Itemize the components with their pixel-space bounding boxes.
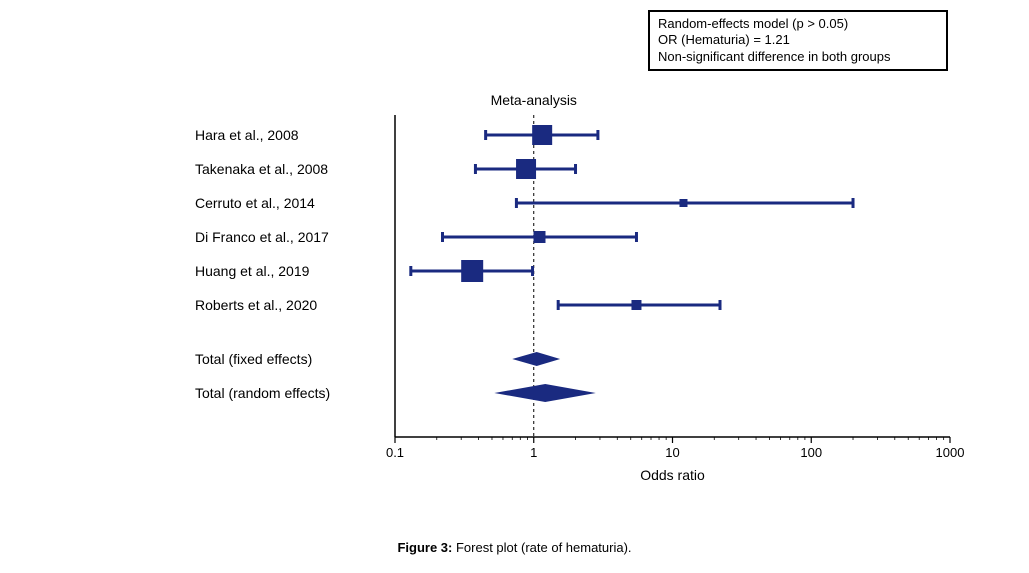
forest-plot: [395, 115, 950, 445]
figure-caption: Figure 3: Forest plot (rate of hematuria…: [0, 540, 1029, 555]
study-label: Di Franco et al., 2017: [195, 229, 329, 245]
study-label: Takenaka et al., 2008: [195, 161, 328, 177]
x-axis-label: Odds ratio: [573, 467, 773, 483]
info-line-3: Non-significant difference in both group…: [658, 49, 938, 65]
x-tick-label: 1000: [936, 445, 965, 460]
study-label: Hara et al., 2008: [195, 127, 299, 143]
x-tick-label: 10: [665, 445, 679, 460]
total-label: Total (fixed effects): [195, 351, 312, 367]
study-label: Cerruto et al., 2014: [195, 195, 315, 211]
info-line-2: OR (Hematuria) = 1.21: [658, 32, 938, 48]
info-box: Random-effects model (p > 0.05) OR (Hema…: [648, 10, 948, 71]
study-label: Roberts et al., 2020: [195, 297, 317, 313]
forest-plot-svg: [395, 115, 950, 445]
x-tick-label: 1: [530, 445, 537, 460]
x-tick-label: 100: [800, 445, 822, 460]
x-tick-label: 0.1: [386, 445, 404, 460]
caption-bold: Figure 3:: [397, 540, 452, 555]
chart-title: Meta-analysis: [454, 92, 614, 108]
caption-text: Forest plot (rate of hematuria).: [452, 540, 631, 555]
info-line-1: Random-effects model (p > 0.05): [658, 16, 938, 32]
total-label: Total (random effects): [195, 385, 330, 401]
study-label: Huang et al., 2019: [195, 263, 309, 279]
